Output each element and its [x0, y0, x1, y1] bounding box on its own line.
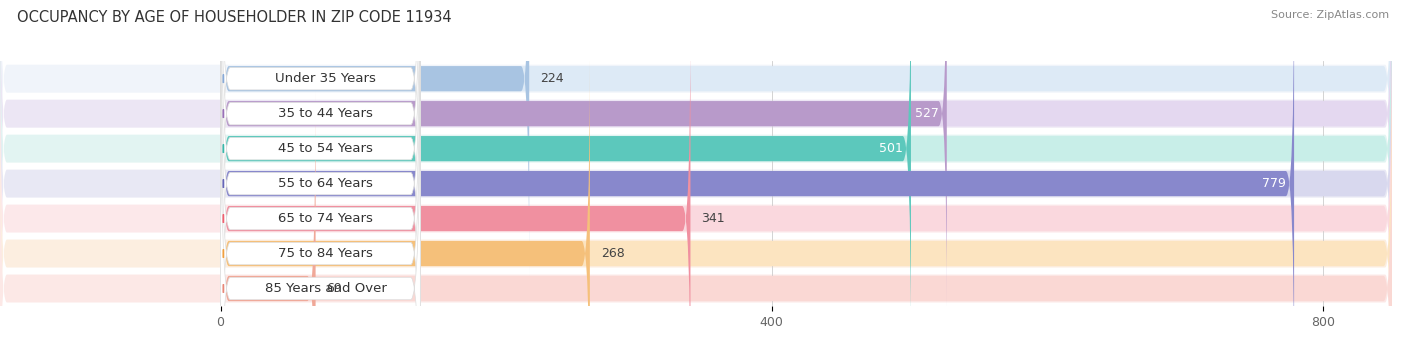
Text: 224: 224 [540, 72, 564, 85]
FancyBboxPatch shape [0, 0, 1392, 274]
FancyBboxPatch shape [0, 128, 1392, 340]
FancyBboxPatch shape [221, 0, 420, 340]
Text: 268: 268 [600, 247, 624, 260]
FancyBboxPatch shape [221, 0, 1392, 340]
Text: 341: 341 [702, 212, 725, 225]
Text: Under 35 Years: Under 35 Years [276, 72, 377, 85]
Text: 35 to 44 Years: 35 to 44 Years [278, 107, 374, 120]
FancyBboxPatch shape [221, 0, 1294, 340]
Text: 65 to 74 Years: 65 to 74 Years [278, 212, 374, 225]
FancyBboxPatch shape [221, 0, 420, 312]
FancyBboxPatch shape [221, 0, 529, 276]
FancyBboxPatch shape [221, 20, 420, 340]
FancyBboxPatch shape [221, 0, 420, 340]
FancyBboxPatch shape [0, 0, 1392, 309]
Text: 85 Years and Over: 85 Years and Over [264, 282, 387, 295]
Text: 501: 501 [879, 142, 903, 155]
FancyBboxPatch shape [221, 56, 591, 340]
FancyBboxPatch shape [221, 0, 1392, 340]
FancyBboxPatch shape [221, 0, 1392, 276]
FancyBboxPatch shape [221, 55, 420, 340]
FancyBboxPatch shape [221, 91, 1392, 340]
Text: 55 to 64 Years: 55 to 64 Years [278, 177, 374, 190]
Text: 527: 527 [915, 107, 939, 120]
FancyBboxPatch shape [221, 21, 690, 340]
FancyBboxPatch shape [221, 0, 911, 340]
FancyBboxPatch shape [0, 93, 1392, 340]
Text: 45 to 54 Years: 45 to 54 Years [278, 142, 374, 155]
FancyBboxPatch shape [0, 23, 1392, 340]
Text: OCCUPANCY BY AGE OF HOUSEHOLDER IN ZIP CODE 11934: OCCUPANCY BY AGE OF HOUSEHOLDER IN ZIP C… [17, 10, 451, 25]
FancyBboxPatch shape [221, 0, 1392, 311]
FancyBboxPatch shape [221, 91, 315, 340]
FancyBboxPatch shape [221, 0, 946, 311]
FancyBboxPatch shape [221, 21, 1392, 340]
Text: 69: 69 [326, 282, 343, 295]
FancyBboxPatch shape [221, 0, 420, 340]
FancyBboxPatch shape [221, 0, 420, 340]
FancyBboxPatch shape [0, 0, 1392, 240]
Text: 75 to 84 Years: 75 to 84 Years [278, 247, 374, 260]
Text: 779: 779 [1263, 177, 1286, 190]
Text: Source: ZipAtlas.com: Source: ZipAtlas.com [1271, 10, 1389, 20]
FancyBboxPatch shape [0, 58, 1392, 340]
FancyBboxPatch shape [221, 56, 1392, 340]
